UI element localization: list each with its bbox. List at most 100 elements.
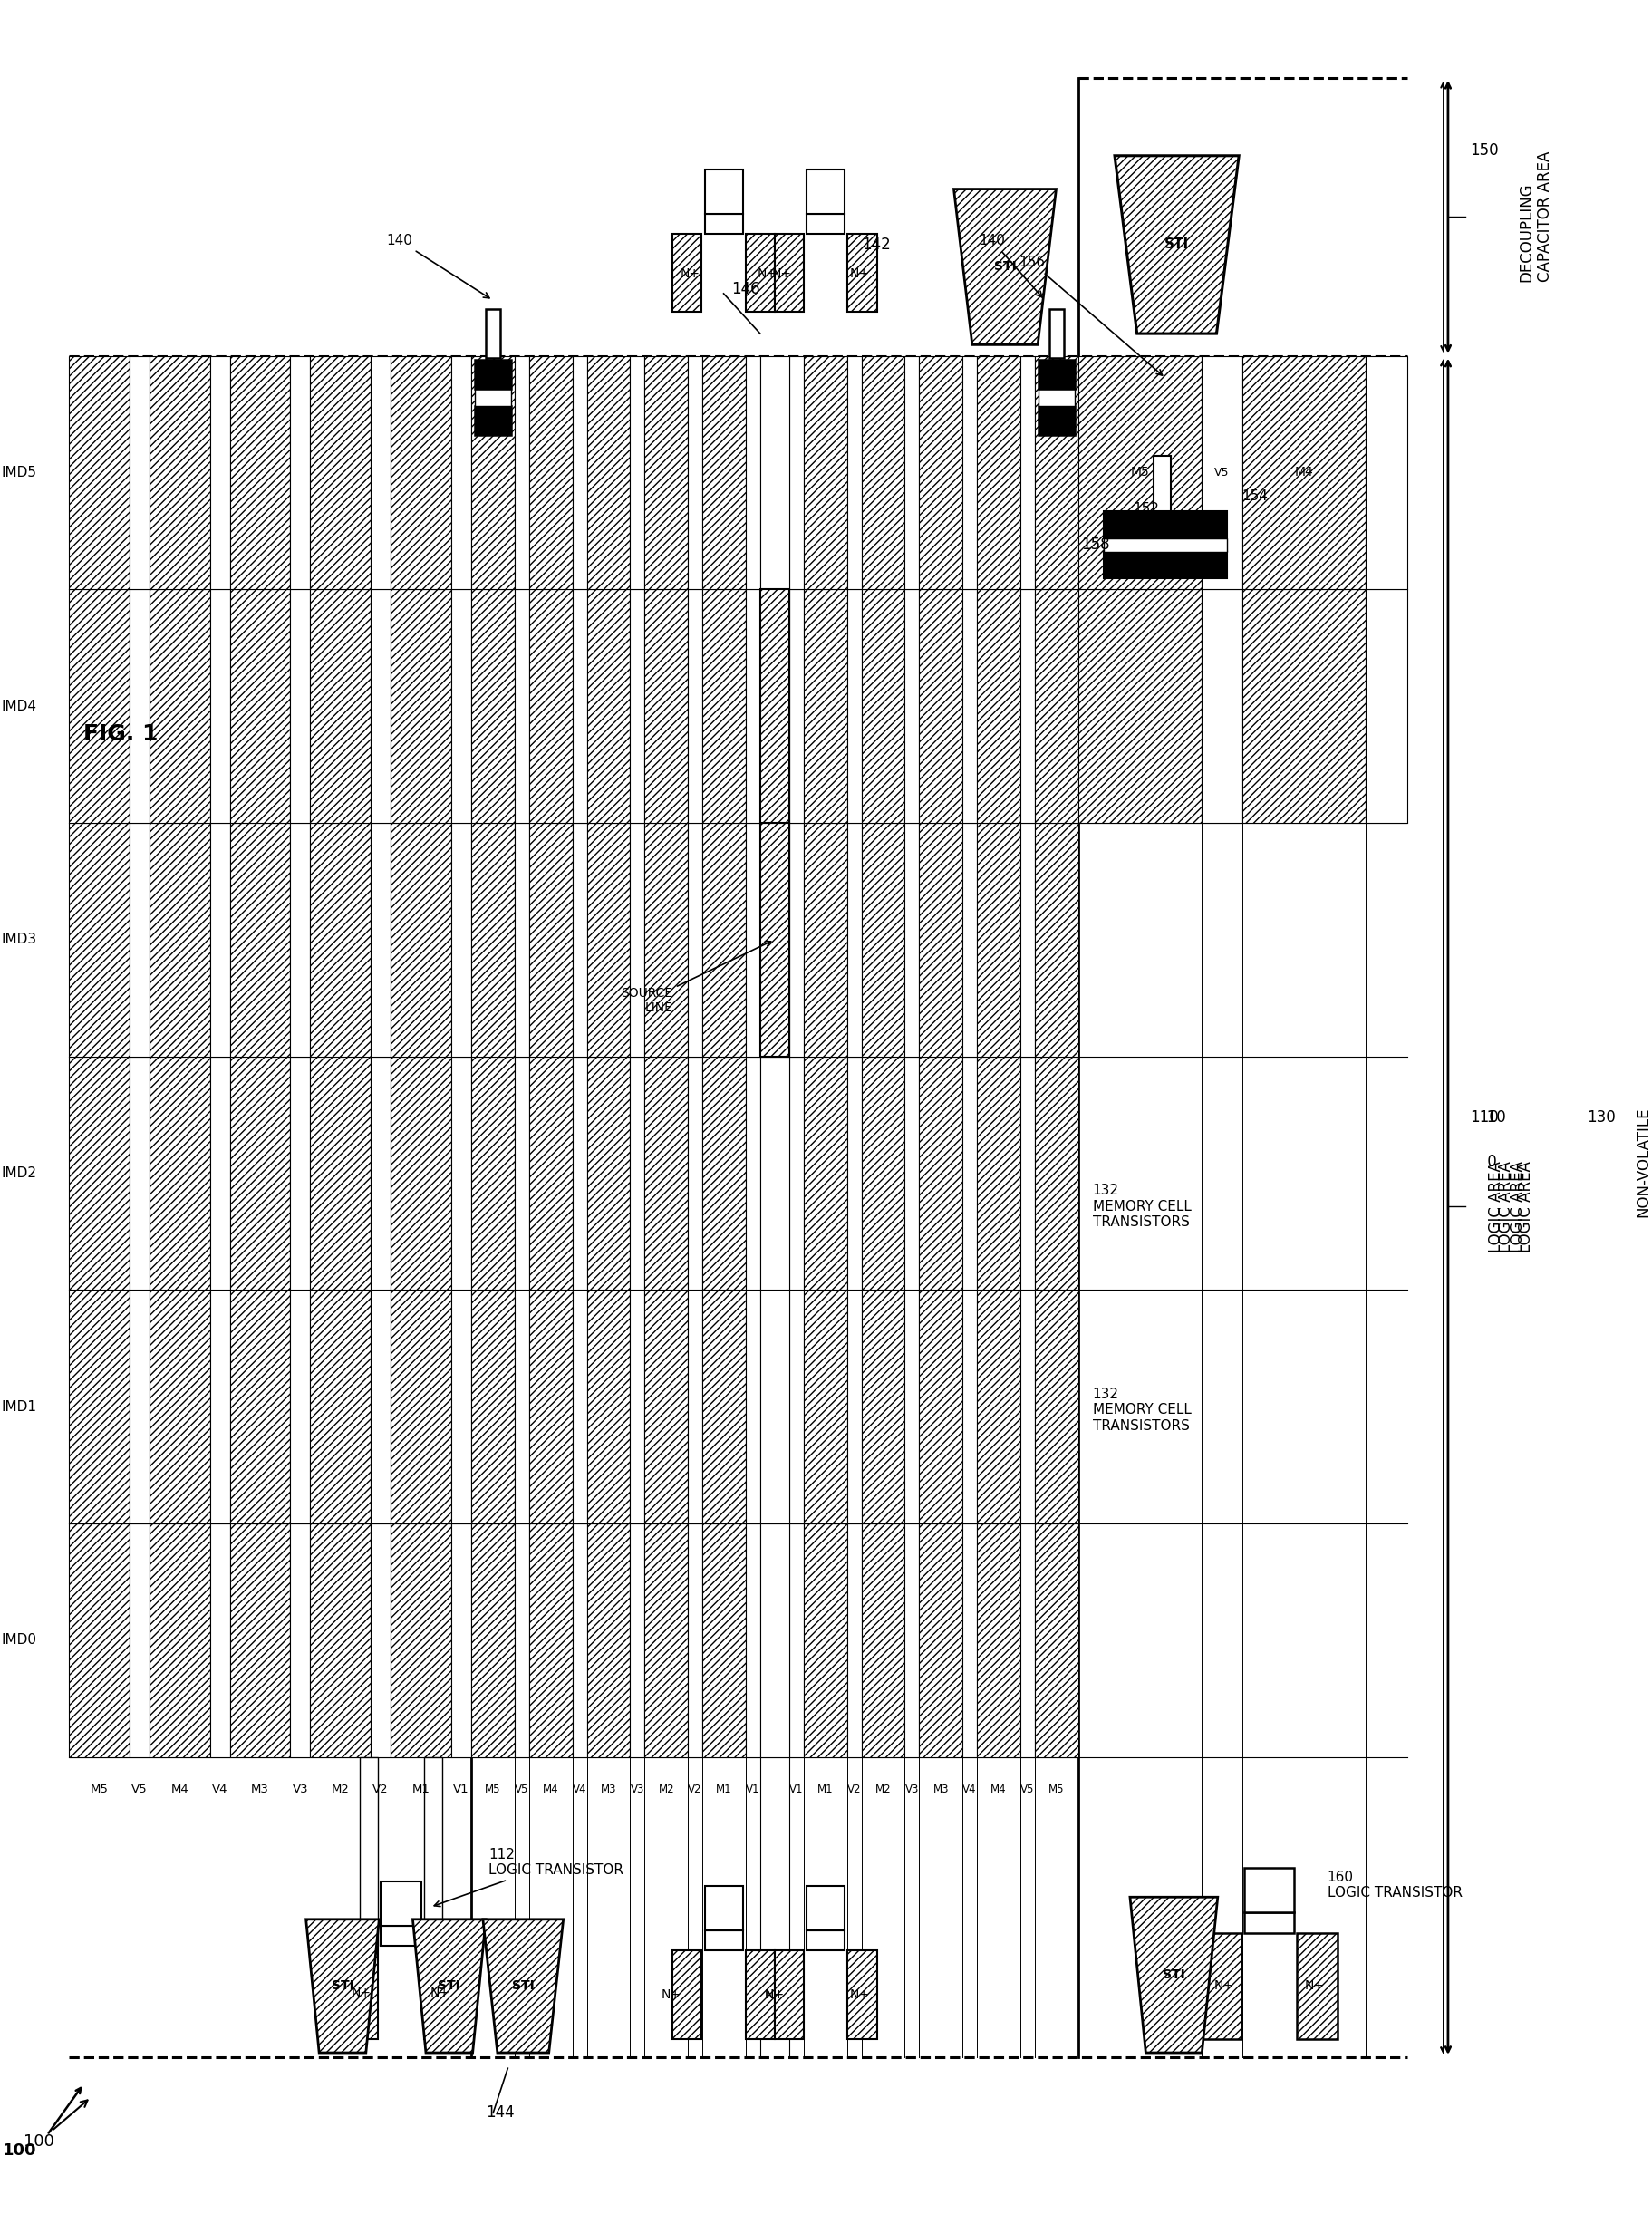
Bar — [687, 356, 702, 589]
Bar — [230, 823, 291, 1056]
Bar — [392, 823, 451, 1056]
Text: LOGIC AREA: LOGIC AREA — [1487, 1161, 1503, 1252]
Bar — [919, 823, 963, 1056]
Bar — [380, 1882, 421, 1926]
Bar — [474, 389, 510, 405]
Bar — [392, 1056, 451, 1290]
Bar — [69, 356, 129, 589]
Polygon shape — [1130, 1897, 1218, 2053]
Bar — [775, 234, 805, 311]
Text: 132
MEMORY CELL
TRANSISTORS: 132 MEMORY CELL TRANSISTORS — [1051, 1183, 1191, 1230]
Text: STI: STI — [438, 1979, 461, 1993]
Bar — [629, 1056, 644, 1290]
Bar — [230, 1523, 291, 1757]
Bar — [451, 1290, 471, 1523]
Bar — [745, 823, 760, 1056]
Bar — [745, 1950, 775, 2039]
Text: 140: 140 — [387, 234, 489, 298]
Bar — [370, 1523, 392, 1757]
Text: IMD3: IMD3 — [2, 932, 36, 947]
Bar — [451, 1523, 471, 1757]
Text: N+: N+ — [849, 1988, 869, 2002]
Bar — [702, 589, 745, 823]
Bar — [963, 356, 976, 589]
Bar — [1021, 356, 1034, 589]
Bar — [775, 1950, 805, 2039]
Text: IMD1: IMD1 — [2, 1399, 36, 1414]
Bar — [861, 823, 905, 1056]
Bar — [847, 589, 861, 823]
Bar — [790, 1523, 803, 1757]
Bar — [861, 1523, 905, 1757]
Bar — [644, 1290, 687, 1523]
Bar — [69, 1056, 129, 1290]
Text: V1: V1 — [453, 1784, 469, 1795]
Bar — [210, 1523, 230, 1757]
Bar — [745, 234, 775, 311]
Bar — [230, 1290, 291, 1523]
Text: STI: STI — [332, 1979, 354, 1993]
Bar — [905, 589, 919, 823]
Bar — [905, 1056, 919, 1290]
Text: V5: V5 — [1021, 1784, 1034, 1795]
Text: N+: N+ — [849, 267, 869, 280]
Text: M5: M5 — [486, 1784, 501, 1795]
Bar — [1037, 405, 1075, 436]
Bar — [672, 234, 702, 311]
Bar — [760, 1523, 790, 1757]
Bar — [291, 1056, 311, 1290]
Bar — [806, 214, 844, 234]
Bar — [210, 823, 230, 1056]
Text: V3: V3 — [905, 1784, 919, 1795]
Text: M1: M1 — [411, 1784, 430, 1795]
Text: 110: 110 — [1469, 1154, 1497, 1170]
Bar — [586, 589, 629, 823]
Bar — [803, 1290, 847, 1523]
Text: N+: N+ — [771, 267, 791, 280]
Bar — [702, 823, 745, 1056]
Text: STI: STI — [512, 1979, 534, 1993]
Text: N+: N+ — [661, 1988, 681, 2002]
Text: 112
LOGIC TRANSISTOR: 112 LOGIC TRANSISTOR — [434, 1848, 624, 1906]
Bar — [803, 1523, 847, 1757]
Bar — [150, 1523, 210, 1757]
Bar — [311, 823, 370, 1056]
Bar — [1021, 1290, 1034, 1523]
Bar — [629, 356, 644, 589]
Bar — [847, 1523, 861, 1757]
Bar — [1021, 1056, 1034, 1290]
Text: 154: 154 — [1242, 489, 1269, 503]
Bar — [291, 589, 311, 823]
Bar — [572, 1523, 586, 1757]
Text: IMD4: IMD4 — [2, 698, 36, 714]
Bar — [529, 1290, 572, 1523]
Bar — [529, 1523, 572, 1757]
Bar — [514, 1056, 529, 1290]
Bar — [1444, 0, 1652, 2224]
Polygon shape — [953, 189, 1056, 345]
Bar — [129, 589, 150, 823]
Bar — [291, 1523, 311, 1757]
Bar — [69, 589, 129, 823]
Text: 152: 152 — [1133, 503, 1160, 516]
Bar — [129, 356, 150, 589]
Bar — [790, 1290, 803, 1523]
Bar — [790, 356, 803, 589]
Bar — [644, 356, 687, 589]
Bar — [861, 1290, 905, 1523]
Bar — [687, 823, 702, 1056]
Bar — [861, 356, 905, 589]
Text: 110: 110 — [1459, 1065, 1487, 1081]
Bar — [803, 823, 847, 1056]
Bar — [963, 1056, 976, 1290]
Text: 100: 100 — [3, 2142, 36, 2160]
Bar — [370, 1290, 392, 1523]
Bar — [474, 360, 510, 389]
Text: LOGIC AREA: LOGIC AREA — [1518, 1161, 1535, 1252]
Text: M5: M5 — [1049, 1784, 1064, 1795]
Text: V2: V2 — [373, 1784, 388, 1795]
Bar — [514, 823, 529, 1056]
Bar — [69, 1523, 129, 1757]
Bar — [514, 1290, 529, 1523]
Bar — [806, 169, 844, 214]
